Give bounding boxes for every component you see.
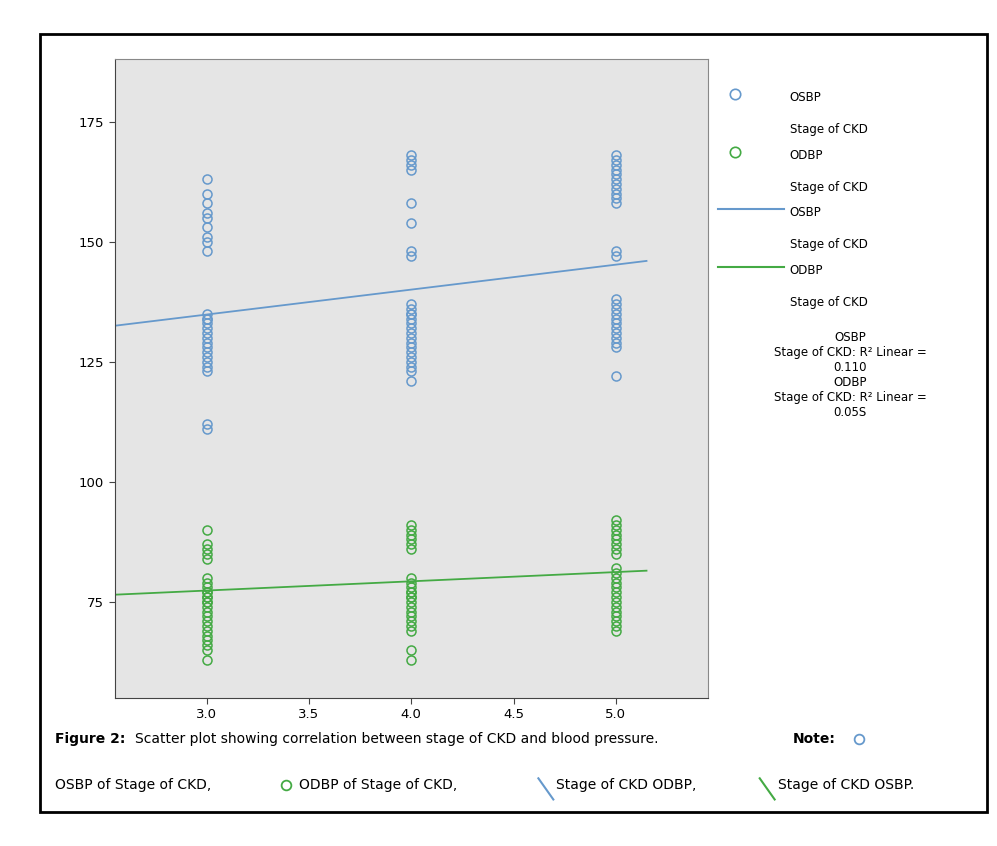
Text: OSBP: OSBP <box>790 91 822 104</box>
Text: Figure 2:: Figure 2: <box>55 732 126 746</box>
Text: OSBP of Stage of CKD,: OSBP of Stage of CKD, <box>55 778 211 793</box>
Text: OSBP
Stage of CKD: R² Linear =
0.110
ODBP
Stage of CKD: R² Linear =
0.05S: OSBP Stage of CKD: R² Linear = 0.110 ODB… <box>774 331 926 419</box>
Text: ODBP of Stage of CKD,: ODBP of Stage of CKD, <box>299 778 458 793</box>
Text: Stage of CKD ODBP,: Stage of CKD ODBP, <box>556 778 697 793</box>
Text: Stage of CKD: Stage of CKD <box>790 238 867 251</box>
Text: Note:: Note: <box>793 732 835 746</box>
Text: Stage of CKD: Stage of CKD <box>790 295 867 309</box>
Text: OSBP: OSBP <box>790 206 822 219</box>
Text: Stage of CKD: Stage of CKD <box>790 180 867 194</box>
Text: Stage of CKD: Stage of CKD <box>790 124 867 136</box>
Text: ODBP: ODBP <box>790 264 824 277</box>
Text: ODBP: ODBP <box>790 149 824 162</box>
Text: Stage of CKD OSBP.: Stage of CKD OSBP. <box>778 778 914 793</box>
Text: Scatter plot showing correlation between stage of CKD and blood pressure.: Scatter plot showing correlation between… <box>135 732 658 746</box>
